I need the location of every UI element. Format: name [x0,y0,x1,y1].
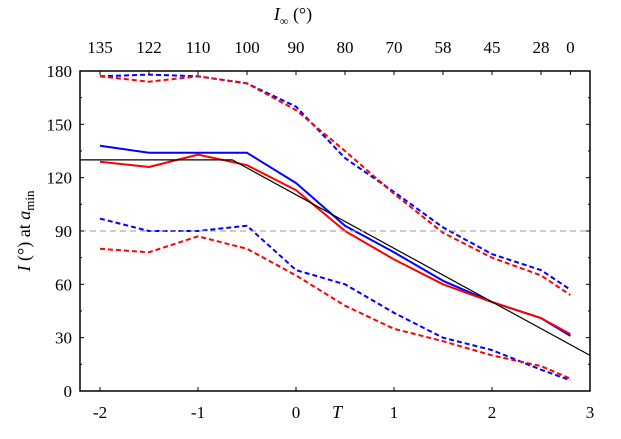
tick-labels-layer: 0 30 60 90 120 150 180 -2 -1 0 1 2 3 135 122 110 100 90 80… [47,38,595,422]
top-tick-label: 90 [288,38,305,57]
top-tick-label: 135 [87,38,113,57]
y-tick-label: 0 [64,382,73,401]
series-red-dashed-lower [99,235,571,380]
top-tick-label: 70 [386,38,403,57]
x-tick-label: 1 [390,403,399,422]
x-tick-label: -2 [93,403,107,422]
top-tick-label: 28 [533,38,550,57]
top-tick-label: 80 [337,38,354,57]
y-axis-title: I (°) at amin [14,190,37,272]
x-axis-title: T [332,402,344,422]
y-tick-label: 150 [47,115,73,134]
top-tick-label: 122 [136,38,162,57]
series-black-reference [80,159,591,356]
top-tick-label: 100 [234,38,260,57]
y-tick-label: 30 [55,329,72,348]
top-tick-label: 110 [186,38,211,57]
series-red-dashed-upper [99,75,571,296]
x-tick-label: 2 [488,403,497,422]
y-tick-label: 60 [55,275,72,294]
series-blue-dashed-upper [99,73,571,291]
top-tick-label: 0 [566,38,575,57]
x-tick-label: 0 [292,403,301,422]
series-blue-solid [99,144,571,337]
y-tick-label: 90 [55,222,72,241]
x-tick-label: 3 [586,403,595,422]
x-tick-label: -1 [191,403,205,422]
top-axis-title: I∞ (°) [273,4,312,28]
ticks-layer [80,70,591,392]
top-tick-label: 58 [435,38,452,57]
top-tick-label: 45 [484,38,501,57]
y-tick-label: 180 [47,62,73,81]
series-layer [80,73,591,382]
y-tick-label: 120 [47,169,73,188]
